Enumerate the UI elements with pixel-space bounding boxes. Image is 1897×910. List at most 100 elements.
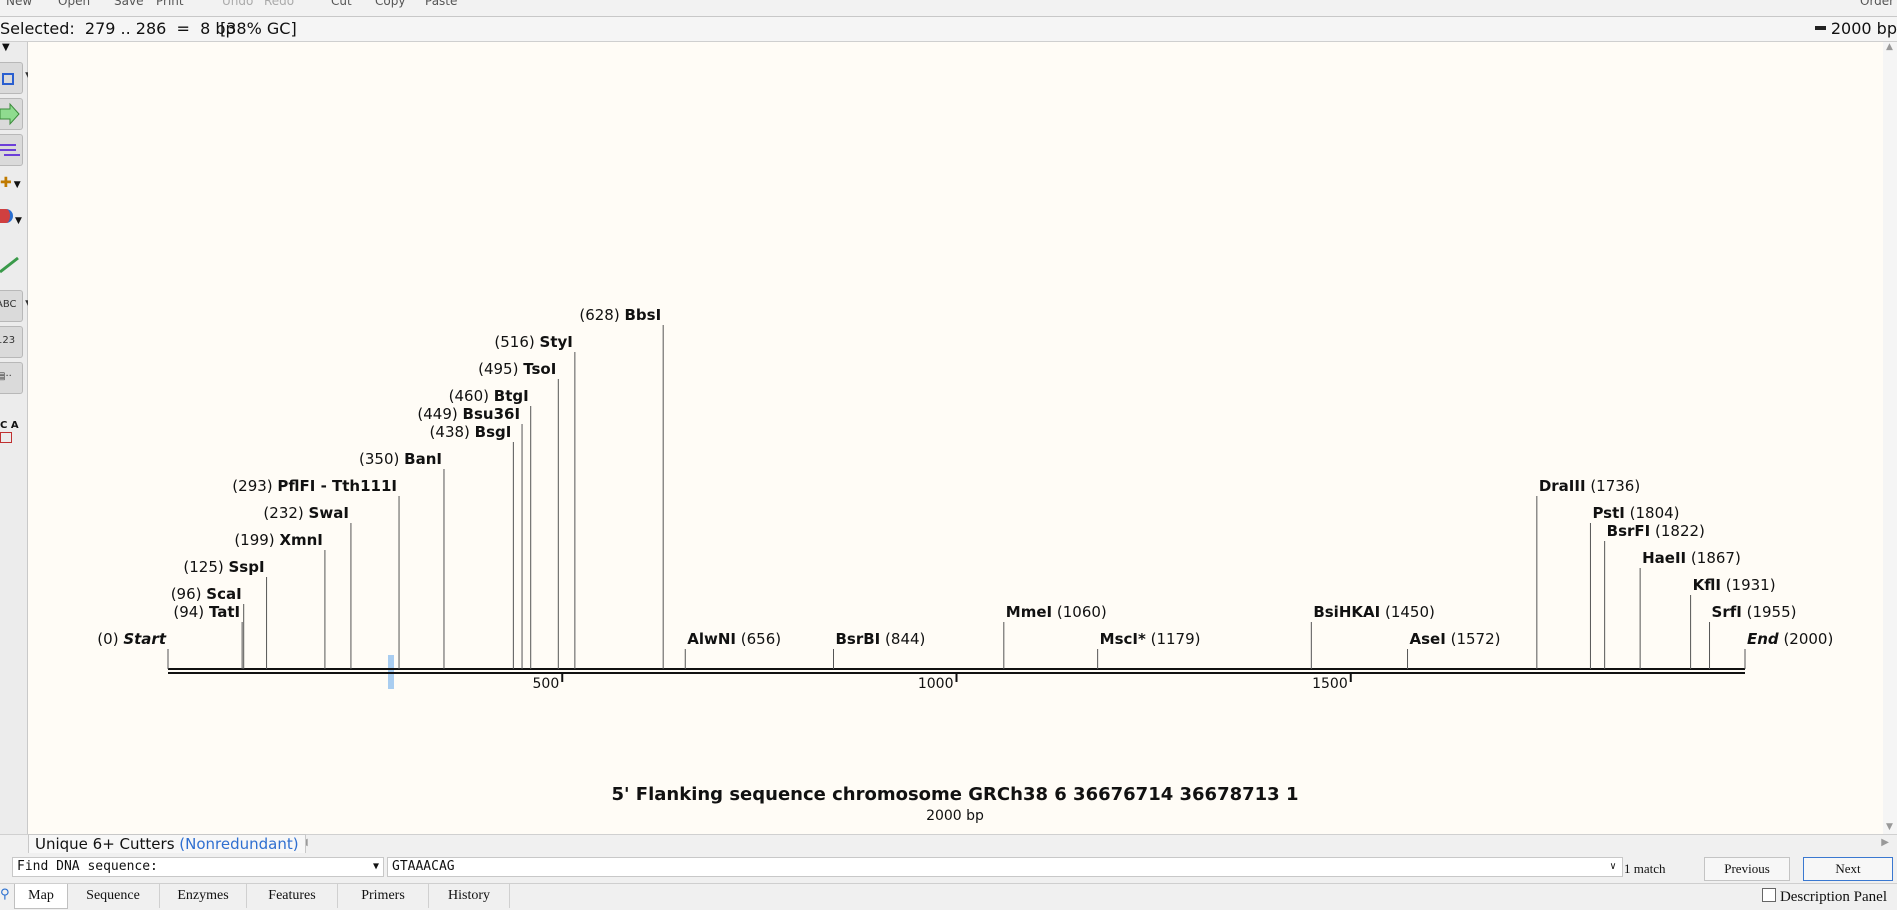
- text-tool-button[interactable]: ABC ▼: [0, 290, 32, 322]
- search-icon: ⚲: [0, 887, 10, 902]
- enzyme-label[interactable]: (438) BsgI: [430, 423, 512, 441]
- tab-enzymes[interactable]: Enzymes: [160, 884, 247, 908]
- next-button[interactable]: Next: [1803, 857, 1893, 881]
- tool-strip: ▼ ▼ ✚▼ ▼ ABC ▼ 123 ▤·· C A: [0, 42, 32, 834]
- sequence-map-canvas[interactable]: 500 1000 1500 (0) Start End (2000) (94) TatI(…: [28, 42, 1897, 834]
- start-label[interactable]: (0) Start: [97, 630, 167, 648]
- undo-button[interactable]: Undo: [222, 0, 254, 8]
- order-button[interactable]: Order: [1860, 0, 1895, 8]
- find-sequence-input[interactable]: GTAAACAG ∨: [387, 857, 1623, 877]
- map-length: 2000 bp: [926, 808, 984, 824]
- tab-history[interactable]: History: [429, 884, 510, 908]
- selection-range: Selected: 279 .. 286 = 8 bp: [0, 19, 236, 38]
- chevron-down-icon[interactable]: ▼: [372, 861, 379, 872]
- copy-button[interactable]: Copy: [375, 0, 406, 8]
- cut-button[interactable]: Cut: [331, 0, 352, 8]
- chevron-down-icon[interactable]: ▼: [13, 180, 21, 190]
- enzyme-set-label: Unique 6+ Cutters: [35, 835, 175, 853]
- enzyme-label[interactable]: (495) TsoI: [478, 360, 556, 378]
- open-button[interactable]: Open: [58, 0, 91, 8]
- enzyme-label[interactable]: (350) BanI: [359, 450, 442, 468]
- feature-arrow-icon: [0, 102, 20, 126]
- zoom-value: 2000 bp: [1830, 19, 1897, 38]
- find-bar: Find DNA sequence: ▼ GTAAACAG ∨ 1 match …: [0, 853, 1897, 883]
- new-button[interactable]: New: [6, 0, 33, 8]
- description-panel-label: Description Panel: [1779, 889, 1887, 905]
- scroll-right-icon[interactable]: ▶: [1881, 837, 1889, 848]
- enzyme-label[interactable]: (628) BbsI: [579, 306, 661, 324]
- primer-tool-button[interactable]: [0, 134, 23, 166]
- selection-icon: [2, 73, 14, 85]
- redo-button[interactable]: Redo: [264, 0, 295, 8]
- translation-label: C A: [0, 420, 19, 431]
- enzyme-label[interactable]: BsrBI (844): [835, 630, 925, 648]
- enzyme-set-selector[interactable]: Unique 6+ Cutters (Nonredundant): [28, 834, 306, 854]
- abc-icon: ABC: [0, 299, 17, 310]
- feature-tool-button[interactable]: [0, 98, 23, 130]
- enzyme-label[interactable]: (232) SwaI: [263, 504, 349, 522]
- ruler-tool-button[interactable]: ▤··: [0, 362, 23, 394]
- description-panel-toggle[interactable]: Description Panel: [1761, 888, 1887, 906]
- zoom-icon: [1814, 26, 1826, 30]
- ruler-tick-label: 1000: [918, 676, 954, 692]
- enzyme-label[interactable]: MmeI (1060): [1006, 603, 1107, 621]
- insert-tool-button[interactable]: ✚ ▼: [0, 172, 21, 191]
- insert-icon: ✚: [0, 175, 12, 191]
- enzyme-label[interactable]: AseI (1572): [1410, 630, 1501, 648]
- primer-bind-button[interactable]: [0, 254, 22, 278]
- find-query: GTAAACAG: [392, 859, 455, 874]
- enzyme-label[interactable]: (199) XmnI: [234, 531, 323, 549]
- enzyme-label[interactable]: (460) BtgI: [449, 387, 529, 405]
- gc-content: [38% GC]: [220, 19, 297, 38]
- enzyme-label[interactable]: HaeII (1867): [1642, 549, 1741, 567]
- enzyme-label[interactable]: (449) Bsu36I: [417, 405, 520, 423]
- enzyme-label[interactable]: BsiHKAI (1450): [1313, 603, 1435, 621]
- ruler-icon: ▤··: [0, 371, 12, 382]
- print-button[interactable]: Print: [156, 0, 184, 8]
- ruler-tick-label: 500: [533, 676, 560, 692]
- selection-status-bar: Selected: 279 .. 286 = 8 bp [38% GC] 200…: [0, 17, 1897, 42]
- enzyme-label[interactable]: BsrFI (1822): [1607, 522, 1705, 540]
- tab-map[interactable]: Map: [14, 884, 68, 909]
- map-title: 5' Flanking sequence chromosome GRCh38 6…: [612, 784, 1299, 805]
- primer-arrows-icon: [0, 144, 20, 156]
- previous-button[interactable]: Previous: [1704, 857, 1790, 881]
- scroll-down-icon[interactable]: ▼: [1886, 822, 1893, 832]
- circular-view-button[interactable]: ▼: [0, 208, 22, 227]
- translation-icon: [0, 432, 12, 443]
- tab-sequence[interactable]: Sequence: [67, 884, 160, 908]
- enzyme-set-qualifier[interactable]: (Nonredundant): [179, 835, 299, 853]
- chevron-down-icon[interactable]: ▼: [15, 216, 22, 226]
- enzyme-label[interactable]: DraIII (1736): [1539, 477, 1640, 495]
- enzyme-label[interactable]: (293) PflFI - Tth111I: [232, 477, 397, 495]
- enzyme-label[interactable]: (125) SspI: [183, 558, 264, 576]
- enzyme-label[interactable]: (96) ScaI: [171, 585, 242, 603]
- tab-features[interactable]: Features: [247, 884, 338, 908]
- save-button[interactable]: Save: [114, 0, 144, 8]
- match-count: 1 match: [1624, 861, 1666, 876]
- enzyme-label[interactable]: PstI (1804): [1592, 504, 1679, 522]
- description-panel-checkbox[interactable]: [1761, 888, 1776, 902]
- scroll-up-icon[interactable]: ▲: [1886, 42, 1893, 52]
- enzyme-label[interactable]: (516) StyI: [494, 333, 572, 351]
- translation-tool-button[interactable]: C A: [0, 420, 19, 443]
- enzyme-label[interactable]: AlwNI (656): [687, 630, 781, 648]
- numbers-tool-button[interactable]: 123: [0, 326, 23, 358]
- zoom-level[interactable]: 2000 bp: [1814, 19, 1897, 38]
- enzyme-label[interactable]: MscI* (1179): [1100, 630, 1201, 648]
- main-toolbar: New Open Save Print Undo Redo Cut Copy P…: [0, 0, 1897, 17]
- enzyme-label[interactable]: (94) TatI: [173, 603, 240, 621]
- vertical-scrollbar[interactable]: ▲ ▼: [1883, 42, 1897, 834]
- collapse-arrow-icon[interactable]: ▼: [2, 42, 10, 53]
- enzyme-label[interactable]: SrfI (1955): [1712, 603, 1797, 621]
- end-label[interactable]: End (2000): [1747, 630, 1833, 648]
- chevron-down-icon[interactable]: ∨: [1609, 861, 1616, 872]
- restriction-map[interactable]: 500 1000 1500(0) Start End (2000)(94) TatI(…: [28, 42, 1897, 834]
- tab-primers[interactable]: Primers: [338, 884, 429, 908]
- find-mode-select[interactable]: Find DNA sequence: ▼: [12, 857, 384, 877]
- view-tab-bar: ⚲ Map Sequence Enzymes Features Primers …: [0, 883, 1897, 910]
- primer-icon: [0, 256, 19, 274]
- selection-tool-button[interactable]: ▼: [0, 62, 32, 94]
- enzyme-label[interactable]: KflI (1931): [1693, 576, 1776, 594]
- paste-button[interactable]: Paste: [425, 0, 458, 8]
